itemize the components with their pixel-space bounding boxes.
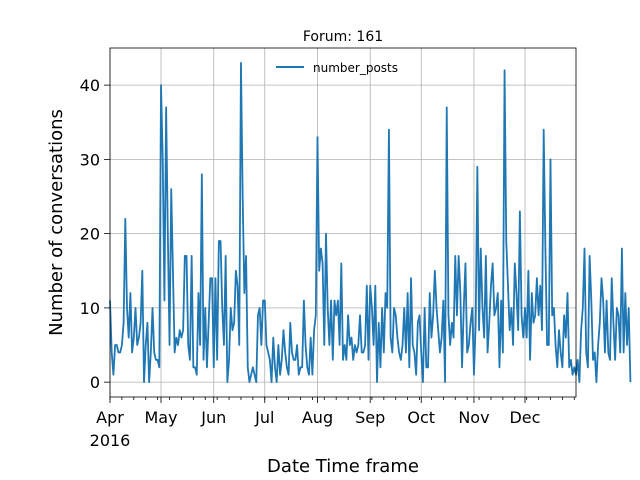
x-year-label: 2016 — [90, 431, 131, 450]
ticks: Apr May Jun Jul Aug Sep Oct Nov Dec 0 10 20 30 40 — [80, 76, 575, 427]
chart-title: Forum: 161 — [303, 29, 383, 45]
y-axis-label: Number of conversations — [46, 109, 67, 336]
x-tick-label: Apr — [96, 408, 124, 427]
x-tick-label: May — [144, 408, 177, 427]
legend-label-number_posts: number_posts — [313, 61, 398, 75]
x-tick-label: Nov — [458, 408, 489, 427]
y-tick-label: 10 — [80, 299, 100, 318]
series-line-number_posts — [109, 61, 632, 384]
series-layer — [109, 61, 632, 384]
y-tick-label: 40 — [80, 76, 100, 95]
y-tick-label: 20 — [80, 225, 100, 244]
x-tick-label: Dec — [509, 408, 540, 427]
x-tick-label: Oct — [407, 408, 435, 427]
x-tick-label: Aug — [302, 408, 333, 427]
legend: number_posts — [276, 61, 398, 75]
x-axis-label: Date Time frame — [267, 456, 419, 477]
x-tick-label: Jul — [254, 408, 274, 427]
x-tick-label: Jun — [200, 408, 226, 427]
y-tick-label: 0 — [90, 373, 100, 392]
y-tick-label: 30 — [80, 150, 100, 169]
plot-frame — [109, 47, 577, 398]
x-tick-label: Sep — [355, 408, 385, 427]
